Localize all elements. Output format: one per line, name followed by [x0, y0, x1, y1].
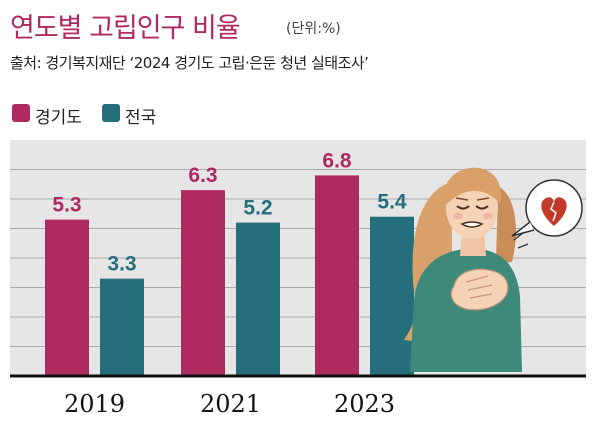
- eye-right: [475, 205, 489, 210]
- cheek-right: [483, 213, 493, 219]
- legend-label-national: 전국: [125, 108, 157, 128]
- data-label-national-2023: 5.4: [377, 191, 407, 214]
- legend-swatch-national: [102, 104, 120, 122]
- data-label-gyeonggi-2021: 6.3: [188, 164, 217, 187]
- heart-crack: [550, 201, 557, 222]
- pain-mark-1: [513, 231, 525, 241]
- unit-label: (단위:%): [286, 21, 341, 37]
- bar-national-2021: [236, 222, 280, 376]
- brow-right: [476, 197, 490, 201]
- x-tick-2021: 2021: [200, 390, 261, 418]
- eye-left: [456, 205, 470, 210]
- bar-gyeonggi-2023: [315, 175, 359, 376]
- x-tick-labels: 2019 2021 2023: [64, 390, 395, 418]
- cheek-left: [453, 213, 463, 219]
- chart-title: 연도별 고립인구 비율: [10, 13, 241, 44]
- legend-swatch-gyeonggi: [12, 104, 30, 122]
- hair-right: [496, 186, 516, 264]
- data-label-national-2019: 3.3: [107, 253, 136, 276]
- pain-mark-2: [517, 243, 529, 249]
- brow-left: [455, 197, 469, 201]
- x-tick-2019: 2019: [64, 390, 125, 418]
- source-note: 출처: 경기복지재단 ‘2024 경기도 고립·은둔 청년 실태조사’: [10, 54, 369, 72]
- mouth: [460, 221, 484, 228]
- data-label-gyeonggi-2023: 6.8: [322, 149, 352, 172]
- hair-bangs: [443, 167, 502, 206]
- x-tick-2023: 2023: [334, 390, 395, 418]
- bar-gyeonggi-2021: [181, 190, 225, 376]
- data-label-national-2021: 5.2: [243, 197, 272, 220]
- data-label-gyeonggi-2019: 5.3: [52, 194, 81, 217]
- bar-national-2019: [100, 278, 144, 376]
- fingers: [465, 275, 493, 299]
- heartbroken-woman-illustration: [404, 167, 583, 372]
- legend-label-gyeonggi: 경기도: [35, 108, 82, 128]
- hands: [450, 268, 509, 311]
- bar-gyeonggi-2019: [45, 219, 89, 376]
- speech-bubble-tail: [511, 221, 535, 237]
- bar-national-2023: [370, 216, 414, 376]
- bars: 5.3 3.3 6.3 5.2 6.8 5.4: [45, 149, 414, 376]
